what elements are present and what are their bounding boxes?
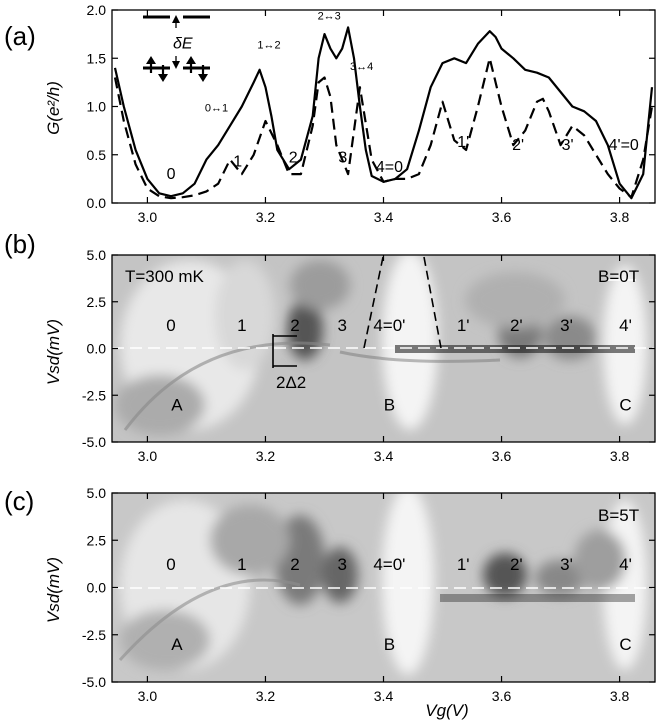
y-tick-label: 2.5: [87, 294, 107, 310]
panel-a-curves: [113, 26, 654, 200]
x-tick-label: 3.0: [138, 688, 158, 704]
region-label: A: [171, 396, 183, 415]
panel-c-region-labels: A B C: [171, 635, 631, 654]
charge-state-label: 4=0': [373, 555, 405, 574]
field-label-b: B=0T: [598, 267, 639, 286]
region-label: B: [384, 396, 395, 415]
transition-label: 3↔4: [350, 61, 373, 73]
panel-c-xlabel: Vg(V): [425, 701, 468, 720]
state-label: 3: [338, 149, 347, 166]
charge-state-label: 4': [619, 316, 632, 335]
y-tick-label: -5.0: [82, 674, 106, 690]
transition-label: 1↔2: [257, 40, 280, 52]
charge-state-label: 0: [166, 316, 175, 335]
panel-a-letter: (a): [4, 21, 36, 51]
x-tick-label: 3.2: [256, 448, 276, 464]
state-label: 4'=0: [609, 137, 639, 154]
delta-e-label: δE: [173, 36, 193, 53]
y-tick-label: -2.5: [82, 627, 106, 643]
field-label-c: B=5T: [598, 506, 639, 525]
charge-state-label: 0: [166, 555, 175, 574]
panel-b-ylabel: Vsd(mV): [44, 319, 63, 385]
panel-c-ticks: 3.0 3.2 3.4 3.6 3.8 5.0 2.5 0.0 -2.5 -5.0: [82, 485, 655, 704]
y-tick-label: 0.0: [87, 195, 107, 211]
panel-a-annotations: 0 1 2 3 4=0 1' 2' 3' 4'=0 0↔1 1↔2 2↔3 3↔4 δE: [167, 11, 639, 183]
x-tick-label: 3.6: [492, 448, 512, 464]
panel-b-ticks: 3.0 3.2 3.4 3.6 3.8 5.0 2.5 0.0 -2.5 -5.0: [82, 247, 655, 464]
x-tick-label: 3.4: [374, 688, 394, 704]
temperature-label: T=300 mK: [125, 267, 205, 286]
y-tick-label: 5.0: [87, 485, 107, 501]
state-label: 3': [562, 137, 574, 154]
charge-state-label: 3': [560, 316, 573, 335]
panel-b-letter: (b): [4, 229, 36, 259]
solid-conductance-line: [113, 26, 654, 200]
state-label: 2': [512, 137, 524, 154]
x-tick-label: 3.2: [256, 209, 276, 225]
panel-c: (c) B=5T 0 1 2 3 4=0' 1' 2' 3' 4' A B C 3.0 3.2 3: [4, 485, 656, 720]
x-tick-label: 3.8: [610, 688, 630, 704]
x-tick-label: 3.0: [138, 209, 158, 225]
charge-state-label: 4=0': [373, 316, 405, 335]
y-tick-label: 2.0: [87, 2, 107, 18]
panel-c-ylabel: Vsd(mV): [44, 557, 63, 623]
panel-b-colormap: [112, 255, 655, 442]
charge-state-label: 2': [510, 316, 523, 335]
charge-state-label: 3: [337, 316, 346, 335]
y-tick-label: 1.0: [87, 99, 107, 115]
panel-c-letter: (c): [4, 486, 34, 516]
charge-state-label: 1': [457, 555, 470, 574]
charge-state-label: 4': [619, 555, 632, 574]
dashed-conductance-line: [113, 57, 654, 200]
panel-a: (a) 3.0 3.2 3.4 3.6 3.8 0.0 0.5 1.0 1.5 2.0 0 1 2 3 4…: [4, 2, 656, 225]
panel-a-ylabel: G(e²/h): [44, 81, 63, 135]
x-tick-label: 3.6: [492, 209, 512, 225]
state-label: 0: [167, 166, 176, 183]
state-label: 1': [457, 134, 469, 151]
panel-b-state-labels: 0 1 2 3 4=0' 1' 2' 3' 4': [166, 316, 632, 335]
region-label: B: [384, 635, 395, 654]
y-tick-label: -2.5: [82, 387, 106, 403]
x-tick-label: 3.4: [374, 209, 394, 225]
charge-state-label: 3': [560, 555, 573, 574]
charge-state-label: 3: [337, 555, 346, 574]
charge-state-label: 2': [510, 555, 523, 574]
charge-state-label: 2: [290, 316, 299, 335]
y-tick-label: -5.0: [82, 434, 106, 450]
panel-c-colormap: [112, 493, 655, 682]
x-tick-label: 3.0: [138, 448, 158, 464]
gap-label: 2Δ2: [276, 373, 306, 392]
x-tick-label: 3.6: [492, 688, 512, 704]
x-tick-label: 3.4: [374, 448, 394, 464]
y-tick-label: 1.5: [87, 50, 107, 66]
gap-bracket: [272, 334, 297, 368]
y-tick-label: 5.0: [87, 247, 107, 263]
y-tick-label: 2.5: [87, 532, 107, 548]
y-tick-label: 0.0: [87, 341, 107, 357]
charge-state-label: 1: [237, 316, 246, 335]
panel-b-region-labels: A B C: [171, 396, 631, 415]
x-tick-label: 3.2: [256, 688, 276, 704]
transition-label: 2↔3: [318, 11, 341, 23]
state-label: 2: [289, 149, 298, 166]
x-tick-label: 3.8: [610, 209, 630, 225]
y-tick-label: 0.5: [87, 147, 107, 163]
y-tick-label: 0.0: [87, 580, 107, 596]
state-label: 1: [233, 153, 242, 170]
panel-c-state-labels: 0 1 2 3 4=0' 1' 2' 3' 4': [166, 555, 632, 574]
transition-label: 0↔1: [205, 102, 228, 114]
x-tick-label: 3.8: [610, 448, 630, 464]
state-label: 4=0: [376, 159, 403, 176]
charge-state-label: 1': [457, 316, 470, 335]
region-label: C: [619, 635, 631, 654]
region-label: C: [619, 396, 631, 415]
spin-diagram-icon: [143, 15, 210, 82]
charge-state-label: 1: [237, 555, 246, 574]
charge-state-label: 2: [290, 555, 299, 574]
panel-a-ticks: 3.0 3.2 3.4 3.6 3.8 0.0 0.5 1.0 1.5 2.0: [87, 2, 655, 225]
panel-b: (b): [4, 229, 656, 464]
region-label: A: [171, 635, 183, 654]
